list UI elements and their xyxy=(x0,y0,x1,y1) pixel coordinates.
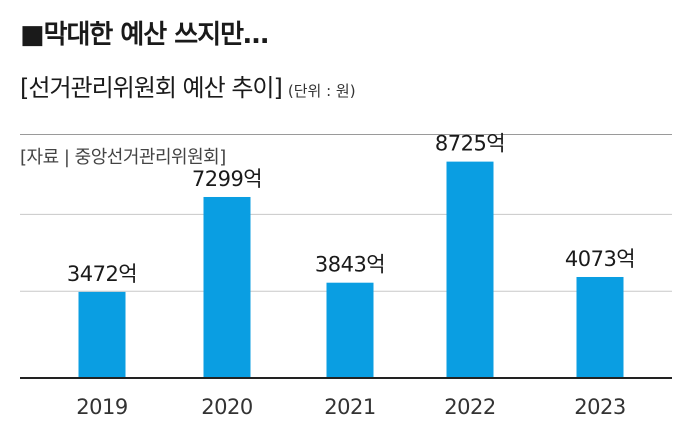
bar-2020 xyxy=(203,196,251,378)
bar-2021 xyxy=(326,282,374,378)
bar-2023 xyxy=(576,276,624,378)
value-label-2019: 3472억 xyxy=(67,262,137,286)
x-tick-2021: 2021 xyxy=(324,395,375,419)
bar-2022 xyxy=(446,161,494,378)
bar-2019 xyxy=(78,291,126,378)
divider xyxy=(20,134,672,135)
subtitle-row: [선거관리위원회 예산 추이] (단위 : 원) xyxy=(20,68,356,103)
value-label-2020: 7299억 xyxy=(192,167,262,191)
x-tick-2020: 2020 xyxy=(201,395,252,419)
unit-label: (단위 : 원) xyxy=(287,82,356,100)
headline: ■막대한 예산 쓰지만… xyxy=(20,20,269,50)
value-label-2023: 4073억 xyxy=(565,247,635,271)
x-tick-2023: 2023 xyxy=(574,395,625,419)
x-tick-2019: 2019 xyxy=(76,395,127,419)
value-label-2021: 3843억 xyxy=(315,253,385,277)
chart-title: [선거관리위원회 예산 추이] xyxy=(20,74,283,102)
source-label: [자료 | 중앙선거관리위원회] xyxy=(20,147,226,168)
value-label-2022: 8725억 xyxy=(435,132,505,156)
x-tick-2022: 2022 xyxy=(444,395,495,419)
